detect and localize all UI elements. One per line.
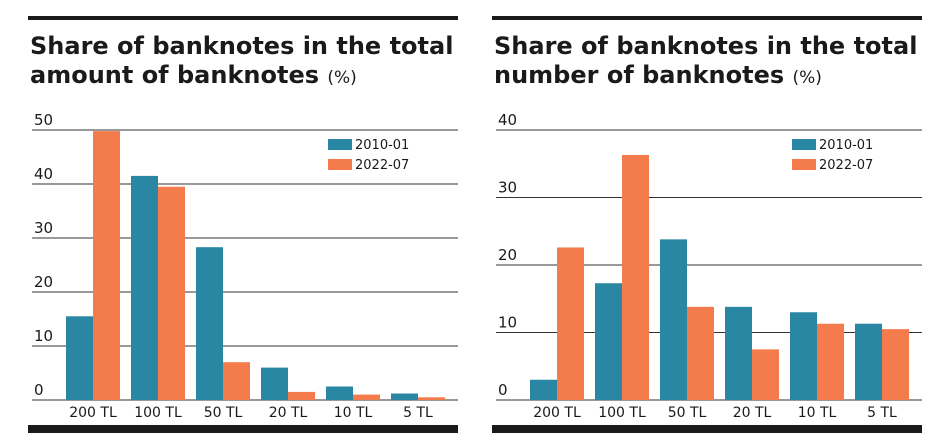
category-label: 100 TL	[598, 405, 646, 421]
y-tick-label: 0	[498, 381, 508, 399]
y-tick-label: 30	[34, 219, 53, 237]
category-label: 10 TL	[798, 405, 837, 421]
legend-label: 2010-01	[819, 138, 873, 153]
bar-2022-07	[817, 323, 844, 400]
top-rule	[492, 16, 922, 20]
y-tick-label: 0	[34, 381, 44, 399]
category-label: 200 TL	[69, 405, 117, 421]
bar-chart-number: 0 10 20 30 40 200 TL 100 TL 50 TL 20 TL 10 TL 5 TL…	[496, 111, 922, 421]
y-tick-label: 20	[34, 273, 53, 291]
bottom-rule	[492, 425, 922, 433]
bar-2010-01	[725, 306, 752, 400]
bar-2010-01	[66, 316, 93, 400]
category-label: 20 TL	[733, 405, 772, 421]
legend-label: 2022-07	[819, 158, 873, 173]
chart-title: Share of banknotes in the total amount o…	[30, 32, 454, 89]
bar-2022-07	[93, 131, 120, 400]
bar-2010-01	[660, 239, 687, 400]
category-label: 5 TL	[403, 405, 433, 421]
chart-amount: Share of banknotes in the total amount o…	[28, 0, 458, 443]
top-rule	[28, 16, 458, 20]
legend-label: 2010-01	[355, 138, 409, 153]
bar-2022-07	[288, 391, 315, 400]
legend-swatch	[328, 139, 352, 150]
bar-2022-07	[752, 349, 779, 400]
bar-2022-07	[557, 247, 584, 400]
category-label: 50 TL	[668, 405, 707, 421]
bar-2022-07	[418, 397, 445, 400]
category-label: 5 TL	[867, 405, 897, 421]
legend-swatch	[328, 159, 352, 170]
category-label: 10 TL	[334, 405, 373, 421]
bottom-rule	[28, 425, 458, 433]
y-tick-label: 40	[34, 165, 53, 183]
bar-2010-01	[530, 379, 557, 400]
legend-swatch	[792, 139, 816, 150]
bar-2010-01	[790, 312, 817, 400]
bar-2010-01	[326, 386, 353, 400]
y-tick-label: 40	[498, 111, 517, 129]
y-tick-label: 50	[34, 111, 53, 129]
bar-2010-01	[391, 393, 418, 400]
y-tick-label: 10	[34, 327, 53, 345]
chart-title: Share of banknotes in the total number o…	[494, 32, 918, 89]
bar-2022-07	[353, 394, 380, 400]
category-label: 200 TL	[533, 405, 581, 421]
chart-number: Share of banknotes in the total number o…	[492, 0, 922, 443]
bar-2010-01	[196, 247, 223, 400]
category-label: 50 TL	[204, 405, 243, 421]
legend-label: 2022-07	[355, 158, 409, 173]
y-tick-label: 20	[498, 246, 517, 264]
chart-unit: (%)	[792, 68, 822, 88]
legend-swatch	[792, 159, 816, 170]
y-tick-label: 30	[498, 179, 517, 197]
bar-2022-07	[223, 362, 250, 400]
bar-2022-07	[882, 329, 909, 400]
bar-2022-07	[687, 306, 714, 400]
category-label: 100 TL	[134, 405, 182, 421]
bar-chart-amount: 0 10 20 30 40 50 200 TL 100 TL 50 TL 20 TL 10 TL 5 …	[32, 111, 458, 421]
bar-2010-01	[595, 283, 622, 400]
bar-2022-07	[158, 186, 185, 400]
bar-2010-01	[131, 175, 158, 400]
bar-2022-07	[622, 154, 649, 400]
y-tick-label: 10	[498, 314, 517, 332]
bar-2010-01	[261, 367, 288, 400]
bar-2010-01	[855, 323, 882, 400]
category-label: 20 TL	[269, 405, 308, 421]
chart-unit: (%)	[327, 68, 357, 88]
